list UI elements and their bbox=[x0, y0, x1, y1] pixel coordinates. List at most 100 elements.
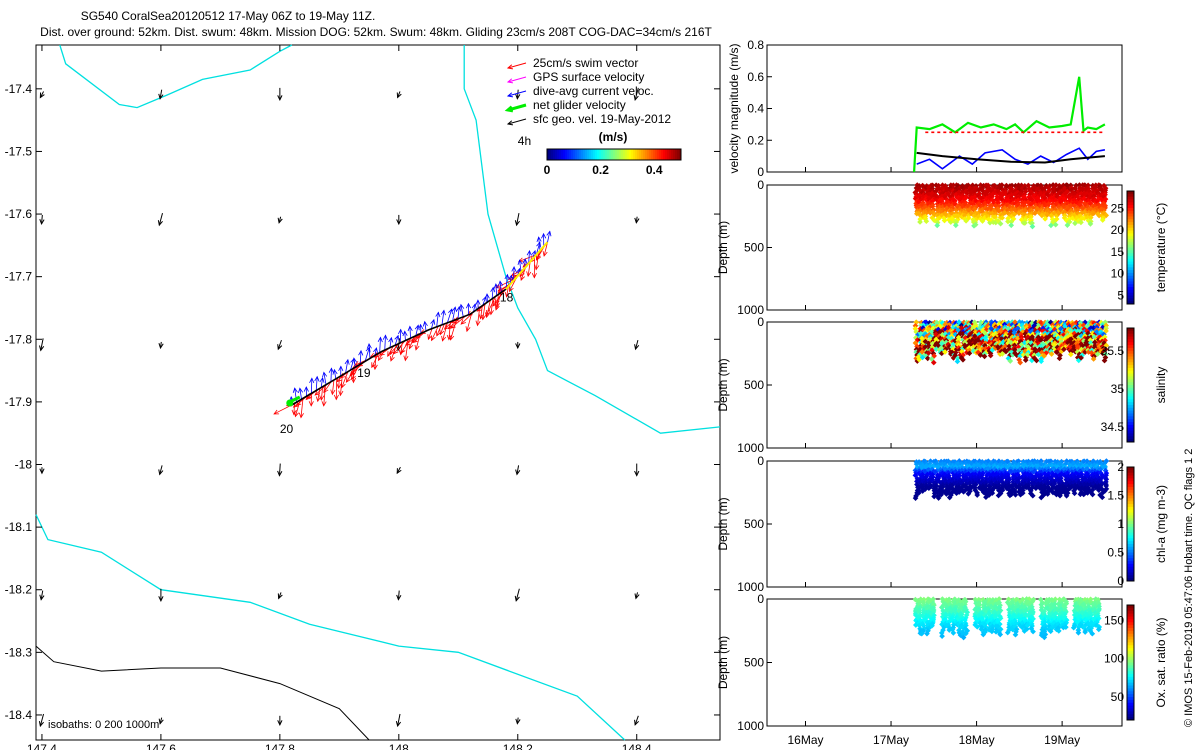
colorbar-cell bbox=[1127, 345, 1134, 349]
colorbar-cell bbox=[635, 149, 638, 160]
coastline-south bbox=[35, 514, 626, 741]
dive-avg-current-vector-head bbox=[328, 367, 334, 374]
y-tick-label: -17.4 bbox=[5, 82, 33, 96]
swim-vector-head bbox=[315, 396, 321, 403]
colorbar-tick-label: 25 bbox=[1111, 201, 1125, 215]
data-point bbox=[939, 633, 945, 639]
dive-avg-current-vector-head bbox=[407, 325, 413, 332]
sfc-geo-arrow bbox=[41, 214, 43, 224]
y-tick-label: 0.4 bbox=[747, 102, 764, 116]
colorbar-cell bbox=[1127, 342, 1134, 346]
colorbar-cell bbox=[1127, 717, 1134, 721]
day-label: 19 bbox=[357, 366, 371, 380]
dive-avg-current-vector bbox=[323, 372, 327, 385]
data-point bbox=[924, 355, 931, 362]
swim-vector-head bbox=[449, 334, 455, 341]
swim-vector-head bbox=[508, 286, 514, 293]
colorbar-cell bbox=[611, 149, 614, 160]
data-point bbox=[949, 489, 955, 496]
data-point bbox=[966, 350, 973, 357]
colorbar-cell bbox=[1127, 222, 1134, 226]
dive-avg-current-vector-head bbox=[377, 336, 383, 343]
data-point bbox=[1068, 202, 1074, 209]
sfc-geo-arrow bbox=[278, 463, 281, 476]
colorbar-cell bbox=[1127, 685, 1134, 689]
colorbar-cell bbox=[1127, 532, 1134, 536]
sfc-geo-arrow-head bbox=[277, 217, 283, 224]
data-point bbox=[1102, 488, 1108, 494]
colorbar-cell bbox=[1127, 674, 1134, 678]
swim-vector-head bbox=[439, 329, 445, 336]
data-point bbox=[1077, 491, 1084, 498]
swim-vector bbox=[482, 303, 486, 320]
colorbar-cell bbox=[591, 149, 594, 160]
swim-vector bbox=[323, 381, 332, 393]
colorbar-cell bbox=[1127, 613, 1134, 617]
data-point bbox=[1052, 221, 1059, 228]
colorbar-tick-label: 0 bbox=[1117, 574, 1124, 588]
y-tick-label: -18.4 bbox=[5, 708, 33, 722]
sfc-geo-arrow bbox=[397, 590, 400, 600]
data-point bbox=[1033, 357, 1040, 364]
swim-vector-head bbox=[486, 309, 491, 316]
data-point bbox=[1004, 629, 1011, 636]
swim-vector bbox=[431, 326, 439, 341]
dive-avg-current-vector bbox=[315, 376, 318, 391]
isobath-label: isobaths: 0 200 1000m bbox=[48, 719, 159, 731]
depth-panel: 0 500 1000 Depth (m) 5 10 15 20 25 temperature (°… bbox=[716, 178, 1168, 317]
sfc-geo-arrow-head bbox=[277, 95, 283, 102]
colorbar-cell bbox=[675, 149, 678, 160]
y-tick-label: -18.3 bbox=[5, 645, 33, 659]
sfc-geo-arrow bbox=[516, 213, 520, 226]
colorbar-cell bbox=[1127, 504, 1134, 508]
map-axes-box bbox=[35, 44, 721, 741]
swim-vector-head bbox=[336, 383, 342, 389]
colorbar-cell bbox=[1127, 563, 1134, 568]
sfc-geo-arrow-head bbox=[158, 93, 164, 100]
data-point bbox=[996, 596, 1002, 602]
dive-avg-current-vector-head bbox=[475, 299, 481, 305]
colorbar-cell bbox=[667, 149, 670, 160]
sfc-geo-arrow-head bbox=[515, 343, 521, 350]
data-point bbox=[1047, 628, 1054, 635]
dive-avg-current-vector bbox=[446, 308, 453, 323]
data-point bbox=[934, 222, 941, 229]
colorbar-tick-label: 50 bbox=[1111, 690, 1125, 704]
dive-avg-current-vector bbox=[330, 368, 332, 382]
data-point bbox=[1039, 212, 1045, 219]
colorbar-cell bbox=[1127, 697, 1134, 701]
swim-vector bbox=[371, 352, 380, 368]
colorbar-cell bbox=[617, 149, 620, 160]
colorbar-cell bbox=[625, 149, 628, 160]
x-tick-label: 148.4 bbox=[622, 742, 652, 750]
data-point bbox=[1054, 349, 1061, 356]
colorbar-cell bbox=[1127, 509, 1134, 514]
colorbar-cell bbox=[1127, 506, 1134, 511]
colorbar-cell bbox=[645, 149, 648, 160]
colorbar-cell bbox=[1127, 625, 1134, 629]
colorbar-cell bbox=[1127, 619, 1134, 623]
depth-panel: 0 500 1000 Depth (m) 50 100 150 Ox. sat. ratio … bbox=[716, 592, 1168, 747]
colorbar-cell bbox=[1127, 216, 1134, 220]
dive-avg-current-vector-head bbox=[338, 365, 344, 372]
sfc-geo-arrow-head bbox=[277, 344, 283, 351]
y-tick-label: 1000 bbox=[737, 441, 764, 455]
colorbar-cell bbox=[1127, 255, 1134, 260]
swim-vector bbox=[486, 296, 497, 316]
colorbar-cell bbox=[1127, 439, 1134, 443]
velocity-series-line bbox=[916, 151, 1105, 164]
data-point bbox=[941, 217, 948, 224]
y-tick-label: 0 bbox=[757, 592, 764, 606]
colorbar-cell bbox=[1127, 543, 1134, 548]
colorbar-cell bbox=[1127, 301, 1134, 305]
dive-avg-current-vector bbox=[430, 319, 435, 329]
swim-vector-head bbox=[351, 374, 356, 381]
colorbar-cell bbox=[673, 149, 676, 160]
colorbar-cell bbox=[1127, 270, 1134, 274]
y-tick-label: 0 bbox=[757, 178, 764, 192]
colorbar-cell bbox=[1127, 682, 1134, 686]
dive-avg-current-vector-head bbox=[319, 377, 325, 383]
sfc-geo-arrow bbox=[516, 465, 520, 475]
data-point bbox=[982, 629, 988, 635]
data-point bbox=[1070, 624, 1077, 631]
